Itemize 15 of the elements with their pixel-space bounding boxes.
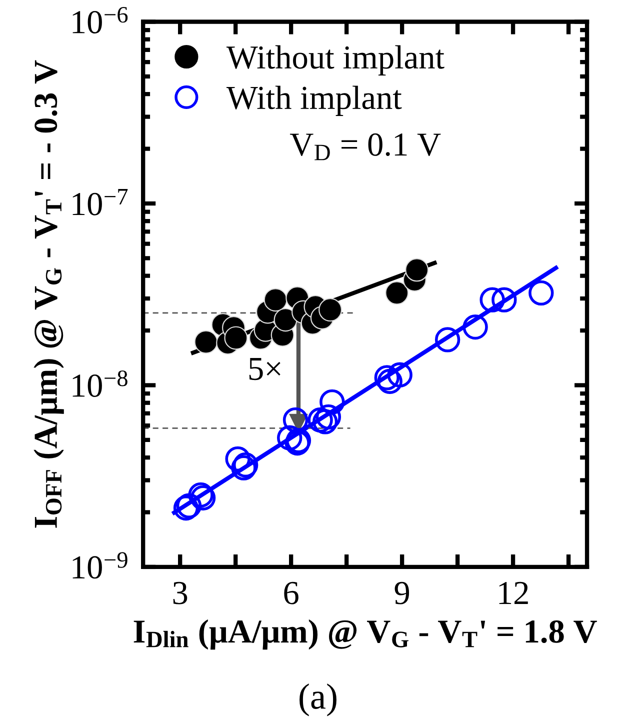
y-tick-label: 10$^{−8}$ — [72, 370, 128, 398]
x-axis-title: I$_{Dlin}$ (μA/μm) @ V$_{G}$ - V$_{T}$' = 1.8 V — [134, 619, 597, 650]
x-tick-label: 12 — [499, 582, 528, 604]
legend-label: With implant — [226, 86, 402, 116]
x-tick-label: 9 — [394, 582, 410, 604]
annotation: 5× — [249, 358, 280, 380]
text: (a) — [300, 684, 336, 716]
x-tick-label: 6 — [284, 582, 298, 604]
annotation: V$_{D}$ = 0.1 V — [290, 133, 441, 160]
legend-label: Without implant — [226, 45, 444, 76]
y-tick-label: 10$^{−7}$ — [72, 189, 128, 216]
y-tick-label: 10$^{−6}$ — [72, 6, 128, 34]
x-tick-label: 3 — [173, 582, 188, 604]
y-tick-label: 10$^{−9}$ — [72, 552, 128, 579]
y-axis-title: I$_{OFF}$ (A/μm) @ V$_{G}$ - V$_{T}$' = - 0.3 V — [34, 60, 64, 528]
